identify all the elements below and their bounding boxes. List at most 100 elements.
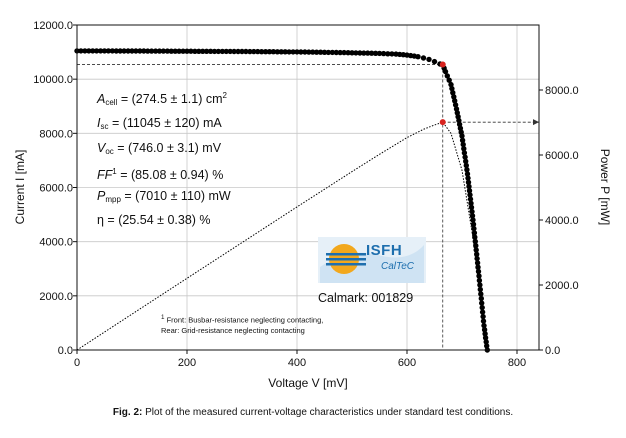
iv-data-point [215,48,222,55]
iv-data-point [460,141,466,148]
iv-data-point [117,48,123,54]
iv-data-point [113,48,120,54]
y-left-tick-label: 10000.0 [33,74,73,86]
iv-data-point [426,56,432,63]
iv-data-point [125,48,131,54]
iv-data-point [446,77,452,83]
iv-data-point [470,221,477,227]
footnote: 1 Front: Busbar-resistance neglecting co… [161,313,323,336]
iv-data-point [472,234,478,240]
iv-data-point [462,154,468,160]
iv-data-point [415,54,421,60]
footnote-line-2: Rear: Grid-resistance neglecting contact… [161,325,305,335]
iv-data-point [211,48,218,55]
iv-data-point [470,217,476,223]
y-right-tick-label: 8000.0 [545,85,579,97]
iv-data-point [93,48,100,54]
iv-data-point [471,225,477,232]
iv-data-point [278,49,284,55]
x-tick-label: 800 [508,357,526,369]
iv-data-point [255,48,261,55]
iv-data-point [472,238,478,245]
iv-data-point [475,264,481,270]
iv-data-point [105,48,112,54]
iv-data-point [176,48,182,54]
iv-data-point [469,213,476,219]
iv-data-point [341,49,347,56]
x-axis-label: Voltage V [mV] [268,376,347,390]
iv-data-point [337,49,343,56]
iv-data-point [207,48,214,54]
iv-data-point [349,50,355,56]
iv-data-point [452,98,458,104]
iv-data-point [129,48,135,54]
iv-data-point [389,51,395,57]
iv-data-point [481,322,487,329]
iv-data-point [361,50,367,56]
iv-data-point [484,343,490,349]
iv-data-point [461,146,467,152]
iv-data-point [469,208,475,215]
iv-data-point [180,48,186,54]
iv-data-point [459,133,465,139]
iv-data-point [385,51,391,57]
iv-data-point [239,48,245,55]
iv-data-point [465,179,472,185]
iv-data-point [294,49,300,55]
y-left-tick-label: 2000.0 [39,291,73,303]
param-efficiency: η = (25.54 ± 0.38) % [97,213,211,228]
iv-data-point [258,49,265,55]
iv-data-point [452,102,459,108]
logo-subtitle: CalTeC [381,261,414,272]
iv-data-point [133,48,139,54]
iv-data-point [474,255,480,262]
iv-data-point [420,55,427,61]
iv-data-point [380,50,387,57]
iv-data-point [270,49,277,55]
iv-data-point [251,48,257,55]
x-tick-label: 600 [398,357,416,369]
iv-data-point [247,48,253,55]
iv-chart: 0 200 400 600 8000.02000.04000.06000.08000.0… [13,20,612,390]
iv-data-point [231,48,237,55]
iv-data-point [467,192,473,198]
iv-data-point [243,48,249,55]
iv-data-point [474,260,481,266]
iv-data-point [463,158,469,164]
iv-data-point [473,247,479,253]
iv-data-point [290,49,296,55]
iv-data-point [466,188,473,194]
iv-data-point [466,183,472,190]
iv-data-point [483,339,489,345]
iv-data-point [274,49,281,55]
iv-data-point [477,282,483,288]
iv-data-point [227,48,233,55]
iv-data-point [479,300,485,306]
y-left-axis-label: Current I [mA] [13,150,27,225]
iv-data-point [321,49,328,55]
x-tick-label: 0 [74,357,80,369]
cell-parameters: Acell = (274.5 ± 1.1) cm2 Isc = (11045 ±… [97,86,231,230]
iv-data-point [121,48,127,54]
iv-data-point [184,48,190,54]
iv-data-point [468,200,474,206]
mpp-power-arrow [533,119,539,126]
y-left-tick-label: 0.0 [58,345,73,357]
iv-data-point [482,331,488,337]
logo-wordmark: ISFH [366,242,403,259]
iv-data-point [372,50,379,56]
iv-data-point [473,243,479,249]
y-left-tick-label: 6000.0 [39,183,73,195]
iv-data-point [474,251,480,257]
iv-data-point [192,48,198,54]
mpp-current-marker [439,61,446,68]
iv-data-point [480,313,486,320]
iv-data-point [172,48,178,54]
iv-data-point [188,48,194,54]
iv-data-point [141,48,147,54]
y-left-tick-label: 4000.0 [39,237,73,249]
iv-data-point [145,48,151,54]
x-tick-label: 400 [288,357,306,369]
iv-data-point [200,48,206,54]
iv-data-point [442,68,449,75]
